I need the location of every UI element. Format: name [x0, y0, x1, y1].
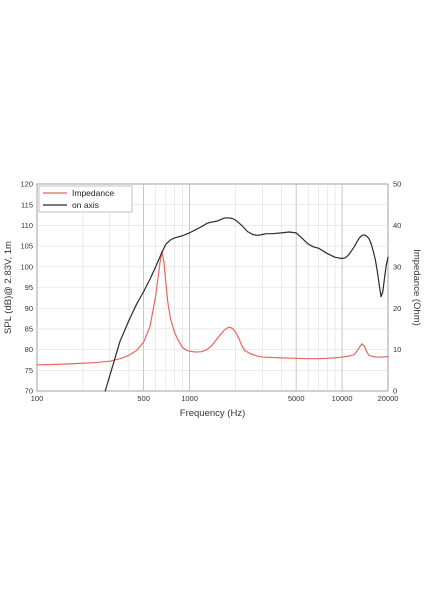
x-tick-label-10000: 10000 — [332, 394, 353, 403]
y2-tick-label-50: 50 — [393, 180, 401, 189]
series-line-on-axis — [104, 217, 389, 392]
y-tick-label-115: 115 — [21, 200, 33, 209]
legend-label-on-axis: on axis — [72, 200, 99, 210]
series-line-impedance — [36, 250, 389, 366]
y-tick-label-80: 80 — [25, 345, 33, 354]
y-tick-label-100: 100 — [20, 262, 33, 271]
x-tick-label-1000: 1000 — [181, 394, 198, 403]
y2-tick-label-0: 0 — [393, 387, 397, 396]
y-tick-label-70: 70 — [25, 387, 33, 396]
y-axis-label: SPL (dB)@ 2.83V, 1m — [3, 241, 14, 334]
x-tick-label-500: 500 — [137, 394, 150, 403]
y2-axis-label: Impedance (Ohm) — [411, 249, 422, 326]
x-tick-label-20000: 20000 — [378, 394, 399, 403]
series-layer — [36, 217, 389, 392]
y-tick-label-95: 95 — [25, 283, 33, 292]
y2-tick-label-30: 30 — [393, 262, 401, 271]
x-tick-label-5000: 5000 — [288, 394, 305, 403]
left-axis-ticks: 70 75 80 85 90 95 100 105 110 115 120 — [20, 180, 33, 396]
y-tick-label-105: 105 — [20, 242, 33, 251]
y-tick-label-75: 75 — [25, 366, 33, 375]
x-tick-label-100: 100 — [31, 394, 44, 403]
y2-tick-label-20: 20 — [393, 304, 401, 313]
x-axis-label: Frequency (Hz) — [180, 408, 245, 419]
y2-tick-label-40: 40 — [393, 221, 401, 230]
legend-box — [38, 185, 133, 213]
y-tick-label-90: 90 — [25, 304, 33, 313]
y-tick-label-110: 110 — [21, 221, 33, 230]
y-tick-label-85: 85 — [25, 325, 33, 334]
x-axis-ticks: 100 500 1000 5000 10000 20000 — [31, 394, 399, 403]
legend: Impedance on axis — [38, 185, 133, 213]
right-axis-ticks: 0 10 20 30 40 50 — [393, 180, 401, 396]
legend-label-impedance: Impedance — [72, 188, 114, 198]
y2-tick-label-10: 10 — [393, 345, 401, 354]
y-tick-label-120: 120 — [20, 180, 33, 189]
